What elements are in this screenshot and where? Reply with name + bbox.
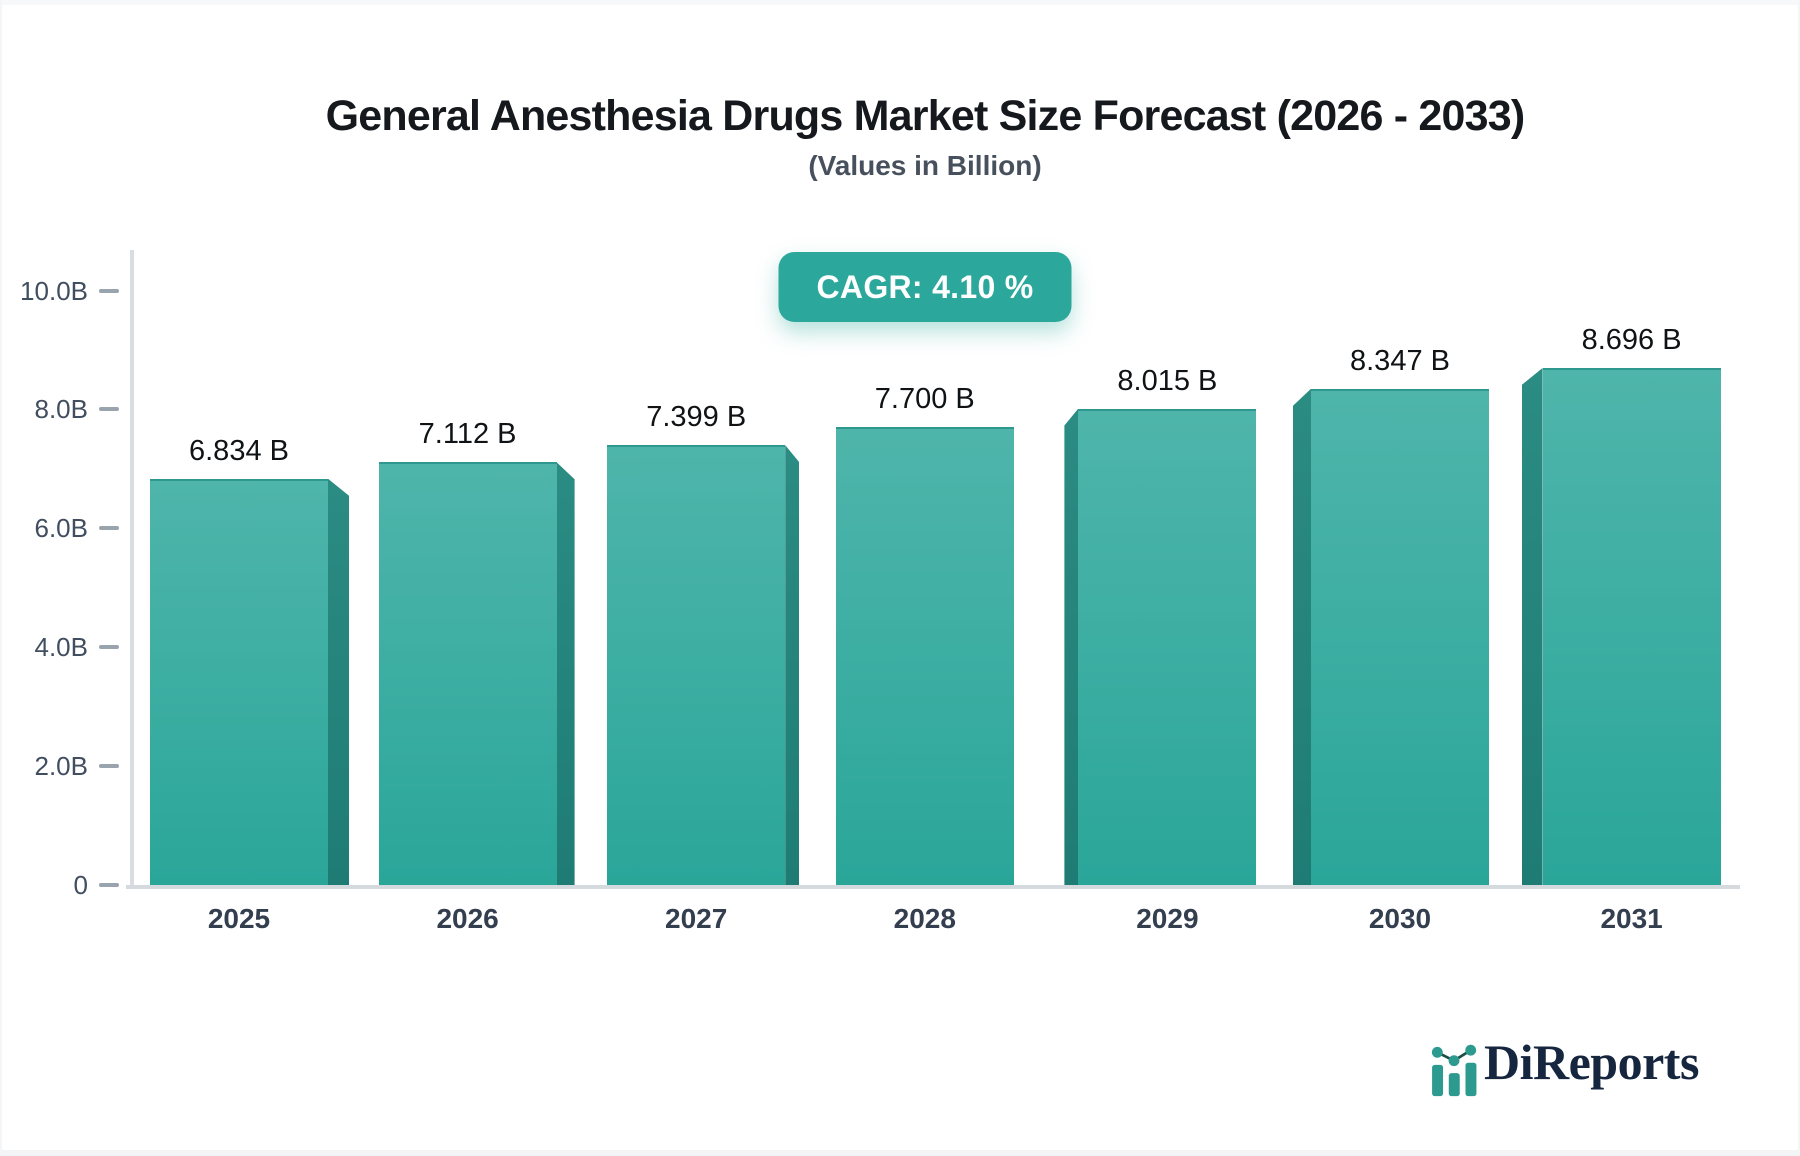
bar-value-label: 6.834 B [189, 434, 289, 467]
bar-value-label: 8.015 B [1117, 364, 1218, 397]
x-axis-label-2030: 2030 [1368, 903, 1432, 934]
y-tick-mark [99, 407, 119, 412]
chart-title: General Anesthesia Drugs Market Size For… [325, 92, 1526, 140]
bar-side-2029 [1064, 408, 1079, 885]
bar-side-2031 [1521, 368, 1543, 885]
bar-value-label: 7.399 B [646, 401, 747, 434]
brand-name: DiReports [1484, 1034, 1699, 1090]
x-axis-line [126, 885, 1740, 889]
bar-value-label: 8.696 B [1581, 324, 1682, 357]
bar-2026 [378, 462, 557, 885]
y-tick-mark [99, 764, 119, 769]
frame-edge-right [1798, 0, 1800, 1156]
frame-edge-bottom [0, 1150, 1800, 1156]
y-tick-mark [99, 526, 119, 531]
x-axis-label-2031: 2031 [1600, 903, 1663, 934]
y-tick-label: 8.0B [34, 394, 89, 425]
bar-side-2026 [556, 462, 575, 885]
frame-edge-left [0, 0, 2, 1156]
y-tick-label: 4.0B [34, 632, 89, 663]
y-tick-mark [99, 645, 119, 650]
direports-logo-icon [1431, 1044, 1477, 1097]
frame-edge-top [0, 0, 1800, 5]
y-tick-label: 6.0B [34, 513, 89, 544]
cagr-badge: CAGR: 4.10 % [778, 252, 1072, 322]
y-tick-label: 2.0B [34, 751, 89, 782]
x-axis-label-2026: 2026 [436, 903, 499, 934]
bar-value-label: 8.347 B [1350, 344, 1450, 377]
y-tick-mark [99, 883, 119, 887]
bar-2028 [835, 427, 1014, 885]
x-axis-label-2027: 2027 [665, 903, 728, 934]
x-axis-label-2029: 2029 [1136, 903, 1199, 934]
y-axis-line [130, 250, 134, 889]
brand-watermark: DiReports [1430, 1033, 1699, 1097]
bar-2030 [1311, 388, 1489, 885]
bar-side-2030 [1293, 388, 1311, 885]
bar-side-2027 [785, 445, 800, 885]
bar-value-label: 7.112 B [418, 418, 517, 451]
y-tick-mark [99, 288, 119, 293]
bar-2029 [1078, 408, 1257, 885]
bar-2025 [150, 478, 328, 885]
x-axis-label-2025: 2025 [207, 903, 271, 934]
y-tick-label: 10.0B [20, 275, 88, 306]
y-tick-label: 0 [73, 870, 88, 900]
x-axis-label-2028: 2028 [893, 903, 956, 934]
bar-side-2025 [328, 478, 349, 885]
bar-2031 [1542, 368, 1721, 885]
bar-value-label: 7.700 B [874, 383, 975, 416]
bar-2027 [607, 445, 786, 885]
chart-subtitle: (Values in Billion) [808, 150, 1042, 181]
